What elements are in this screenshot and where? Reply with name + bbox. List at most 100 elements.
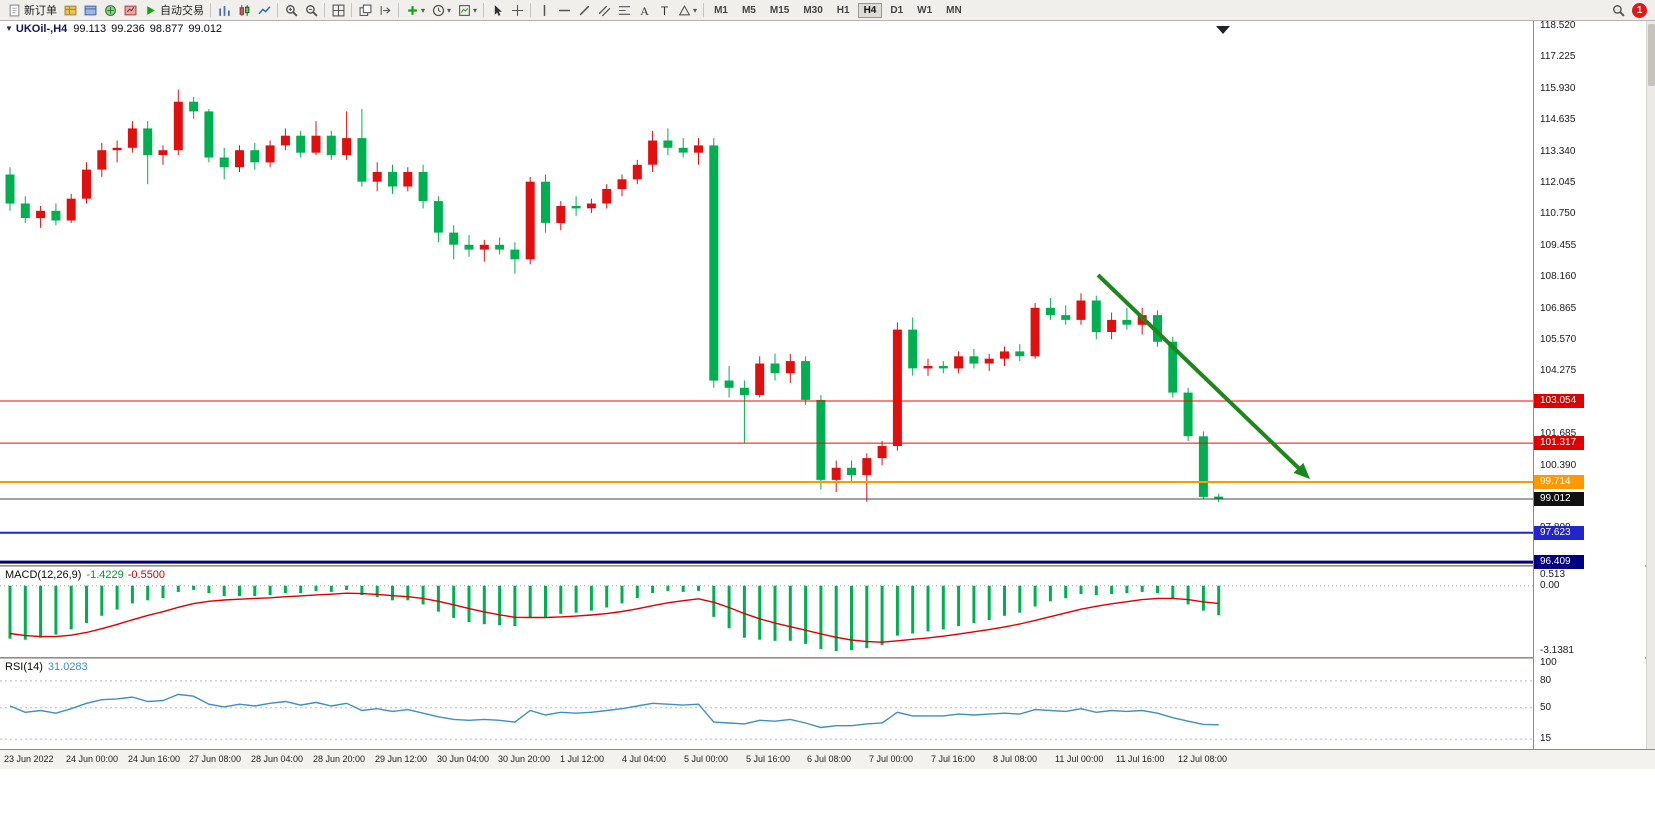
- macd-histogram: [8, 585, 1221, 651]
- new-chart-button[interactable]: ▾: [402, 2, 428, 18]
- time-label: 29 Jun 12:00: [375, 754, 428, 764]
- autotrade-button[interactable]: 自动交易: [140, 1, 207, 19]
- zoom-in-icon[interactable]: [281, 2, 301, 18]
- candlestick-chart[interactable]: [0, 21, 1533, 565]
- market-watch-icon[interactable]: [60, 2, 80, 18]
- toolbar-separator: [324, 3, 325, 17]
- terminal-icon[interactable]: [120, 2, 140, 18]
- dropdown-caret-icon: ▾: [693, 5, 698, 15]
- cursor-icon[interactable]: [487, 2, 507, 18]
- macd-signal-line: [9, 592, 1219, 643]
- trendline-icon: [577, 3, 591, 17]
- periods-button[interactable]: ▾: [428, 2, 454, 18]
- market-watch-icon: [63, 3, 77, 17]
- crosshair-icon[interactable]: [507, 2, 527, 18]
- timeframe-mn[interactable]: MN: [946, 4, 962, 16]
- macd-panel[interactable]: MACD(12,26,9) -1.4229 -0.5500: [0, 567, 1533, 657]
- candlestick-series: [5, 89, 1224, 503]
- rsi-scale-tick: 80: [1540, 675, 1552, 686]
- rsi-scale-tick: 100: [1540, 657, 1557, 668]
- horizontal-line-icon[interactable]: [554, 2, 574, 18]
- price-tick: 109.455: [1540, 240, 1577, 251]
- arrange-windows-icon[interactable]: [355, 2, 375, 18]
- ohlc-low: 98.877: [149, 23, 184, 35]
- timeframe-m5[interactable]: M5: [741, 4, 756, 16]
- bar-chart-icon[interactable]: [214, 2, 234, 18]
- price-tick: 110.750: [1540, 208, 1576, 219]
- horizontal-line-icon: [557, 3, 571, 17]
- new-chart-icon: [405, 3, 419, 17]
- price-line-badge: 97.623: [1534, 526, 1584, 540]
- rsi-chart[interactable]: [0, 659, 1533, 749]
- timeframe-m30[interactable]: M30: [803, 4, 823, 16]
- horizontal-price-lines[interactable]: [0, 400, 1533, 564]
- data-window-icon[interactable]: [80, 2, 100, 18]
- timeframe-m15[interactable]: M15: [769, 4, 790, 16]
- navigator-icon[interactable]: [100, 2, 120, 18]
- label-tool-icon[interactable]: T: [654, 2, 674, 18]
- candlestick-icon: [237, 3, 251, 17]
- panel-splitter[interactable]: [0, 565, 1655, 567]
- timeframe-h1[interactable]: H1: [836, 4, 850, 16]
- line-chart-icon[interactable]: [254, 2, 274, 18]
- main-chart-panel[interactable]: ▼ UKOil-,H4 99.113 99.236 98.877 99.012: [0, 21, 1533, 565]
- search-button[interactable]: [1608, 2, 1628, 18]
- shapes-tool-icon: [677, 3, 691, 17]
- time-label: 5 Jul 16:00: [746, 754, 791, 764]
- time-label: 27 Jun 08:00: [189, 754, 242, 764]
- vertical-line-icon[interactable]: [534, 2, 554, 18]
- templates-icon: [457, 3, 471, 17]
- chart-title: UKOil-,H4: [15, 23, 68, 35]
- tile-windows-icon[interactable]: [328, 2, 348, 18]
- macd-header: MACD(12,26,9) -1.4229 -0.5500: [5, 569, 165, 581]
- price-tick: 105.570: [1540, 334, 1577, 345]
- time-label: 5 Jul 00:00: [684, 754, 729, 764]
- bar-chart-icon: [217, 3, 231, 17]
- shapes-tool-button[interactable]: ▾: [674, 2, 700, 18]
- time-label: 7 Jul 00:00: [869, 754, 914, 764]
- channel-icon[interactable]: [594, 2, 614, 18]
- scrollbar-thumb[interactable]: [1648, 24, 1655, 86]
- chart-ohlc-header: ▼ UKOil-,H4 99.113 99.236 98.877 99.012: [5, 23, 227, 35]
- zoom-out-icon[interactable]: [301, 2, 321, 18]
- vertical-line-icon: [537, 3, 551, 17]
- time-label: 28 Jun 04:00: [251, 754, 304, 764]
- toolbar-separator: [530, 3, 532, 17]
- rsi-scale-tick: 50: [1540, 702, 1552, 713]
- trendline-icon[interactable]: [574, 2, 594, 18]
- timeframe-d1[interactable]: D1: [890, 4, 904, 16]
- price-line-badge: 99.012: [1534, 492, 1584, 506]
- timeframe-m1[interactable]: M1: [714, 4, 728, 16]
- price-tick: 104.275: [1540, 365, 1577, 376]
- text-tool-icon[interactable]: A: [634, 2, 654, 18]
- panel-splitter[interactable]: [0, 657, 1655, 659]
- autotrade-icon: [143, 3, 157, 17]
- fibonacci-icon[interactable]: [614, 2, 634, 18]
- time-label: 11 Jul 00:00: [1055, 754, 1104, 764]
- rsi-scale-tick: 15: [1540, 733, 1552, 744]
- time-label: 8 Jul 08:00: [993, 754, 1038, 764]
- timeframe-w1[interactable]: W1: [917, 4, 933, 16]
- new-order-button[interactable]: 新订单: [4, 1, 60, 19]
- macd-main-value: -1.4229: [86, 569, 124, 581]
- svg-text:A: A: [640, 4, 649, 17]
- trend-arrow-annotation[interactable]: [1096, 273, 1310, 479]
- timeframe-h4[interactable]: H4: [857, 2, 883, 18]
- time-axis: 23 Jun 2022 24 Jun 00:00 24 Jun 16:00 27 Ju…: [0, 749, 1655, 769]
- chart-collapse-icon[interactable]: ▼: [5, 24, 13, 33]
- vertical-scrollbar[interactable]: [1646, 21, 1655, 749]
- chart-shift-icon: [378, 3, 392, 17]
- price-tick: 112.045: [1540, 177, 1576, 188]
- price-line-badge: 101.317: [1534, 436, 1584, 450]
- rsi-label: RSI(14): [5, 661, 43, 673]
- chart-shift-marker[interactable]: [1216, 26, 1230, 34]
- chart-shift-icon[interactable]: [375, 2, 395, 18]
- rsi-panel[interactable]: RSI(14) 31.0283: [0, 659, 1533, 749]
- periods-icon: [431, 3, 445, 17]
- price-tick: 118.520: [1540, 20, 1576, 31]
- macd-chart[interactable]: [0, 567, 1533, 657]
- macd-signal-value: -0.5500: [127, 569, 166, 581]
- candlestick-icon[interactable]: [234, 2, 254, 18]
- notification-badge[interactable]: 1: [1632, 2, 1647, 18]
- templates-button[interactable]: ▾: [454, 2, 480, 18]
